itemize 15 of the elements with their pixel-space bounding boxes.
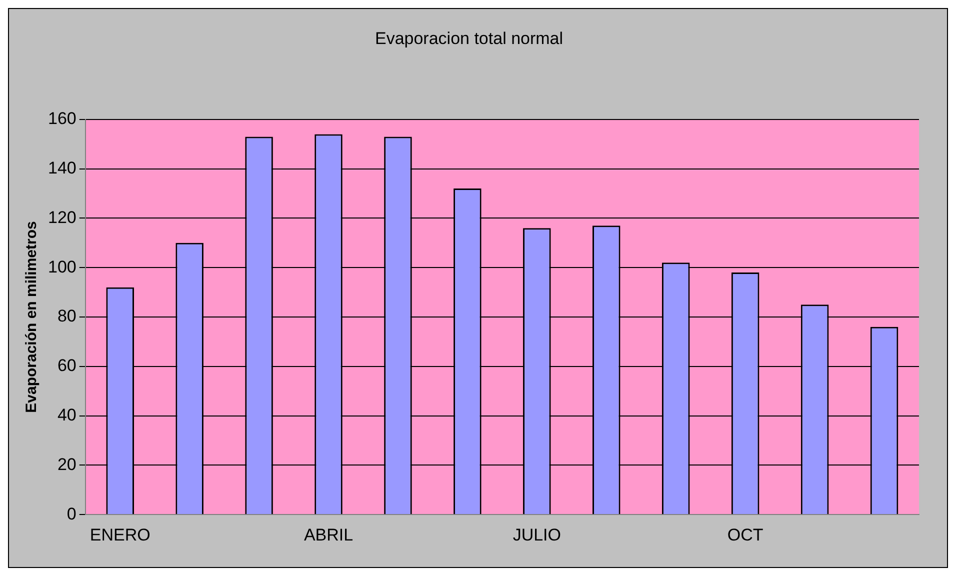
x-tick-label: JULIO [512,525,562,544]
x-tick-label: ENERO [90,525,150,544]
y-tick-label: 80 [57,306,76,326]
y-tick-label: 140 [48,158,76,178]
chart-title: Evaporacion total normal [374,28,564,48]
y-tick-label: 20 [57,454,76,474]
y-tick-label: 60 [57,356,76,376]
y-tick-label: 160 [48,109,76,128]
y-tick-label: 120 [48,208,76,227]
x-tick-label: OCT [727,525,764,544]
y-axis-title: Evaporación en milimetros [23,221,40,413]
x-tick-label: ABRIL [304,525,354,544]
y-tick-label: 40 [57,405,76,424]
y-tick-label: 100 [48,257,76,276]
y-tick-label: 0 [66,504,76,524]
